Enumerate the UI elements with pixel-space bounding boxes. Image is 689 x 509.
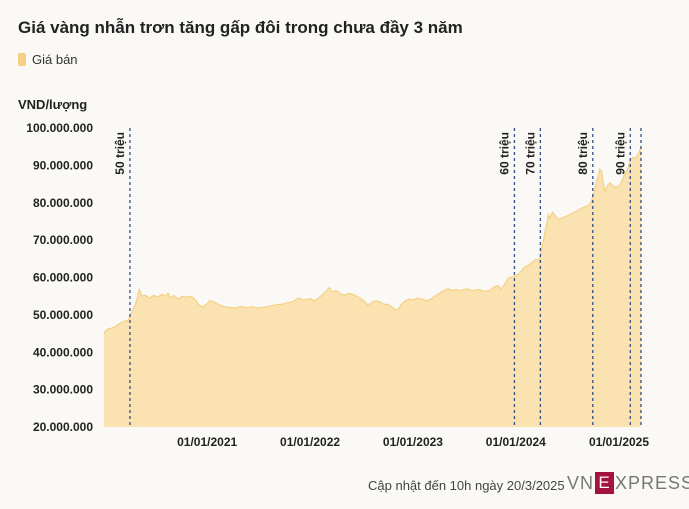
y-tick-label: 100.000.000 <box>26 121 93 135</box>
logo-e-box: E <box>595 472 615 494</box>
y-tick-label: 50.000.000 <box>33 308 93 322</box>
annotation-label: 60 triệu <box>497 132 511 175</box>
annotation-label: 50 triệu <box>113 132 127 175</box>
legend-label: Giá bán <box>32 52 78 67</box>
price-line <box>103 146 642 334</box>
annotation-label: 90 triệu <box>613 132 627 175</box>
logo-text-xpress: XPRESS <box>615 472 689 493</box>
x-tick-label: 01/01/2022 <box>280 435 340 449</box>
update-note: Cập nhật đến 10h ngày 20/3/2025 <box>368 478 565 493</box>
x-tick-label: 01/01/2024 <box>486 435 546 449</box>
chart-title: Giá vàng nhẫn trơn tăng gấp đôi trong ch… <box>18 18 463 37</box>
y-tick-label: 70.000.000 <box>33 233 93 247</box>
y-axis-label: VND/lượng <box>18 97 88 112</box>
legend: Giá bán <box>18 52 78 67</box>
y-tick-label: 20.000.000 <box>33 420 93 434</box>
legend-swatch <box>18 53 26 66</box>
x-tick-label: 01/01/2023 <box>383 435 443 449</box>
logo-text-vn: VN <box>567 472 595 493</box>
y-tick-label: 40.000.000 <box>33 345 93 359</box>
y-tick-label: 30.000.000 <box>33 383 93 397</box>
annotation-label: 70 triệu <box>523 132 537 175</box>
y-tick-label: 80.000.000 <box>33 196 93 210</box>
x-tick-label: 01/01/2021 <box>177 435 237 449</box>
vnexpress-logo: VN E XPRESS <box>567 470 689 496</box>
price-area <box>104 146 641 427</box>
annotation-label: 80 triệu <box>576 132 590 175</box>
y-tick-label: 60.000.000 <box>33 271 93 285</box>
x-tick-label: 01/01/2025 <box>589 435 649 449</box>
y-tick-label: 90.000.000 <box>33 158 93 172</box>
